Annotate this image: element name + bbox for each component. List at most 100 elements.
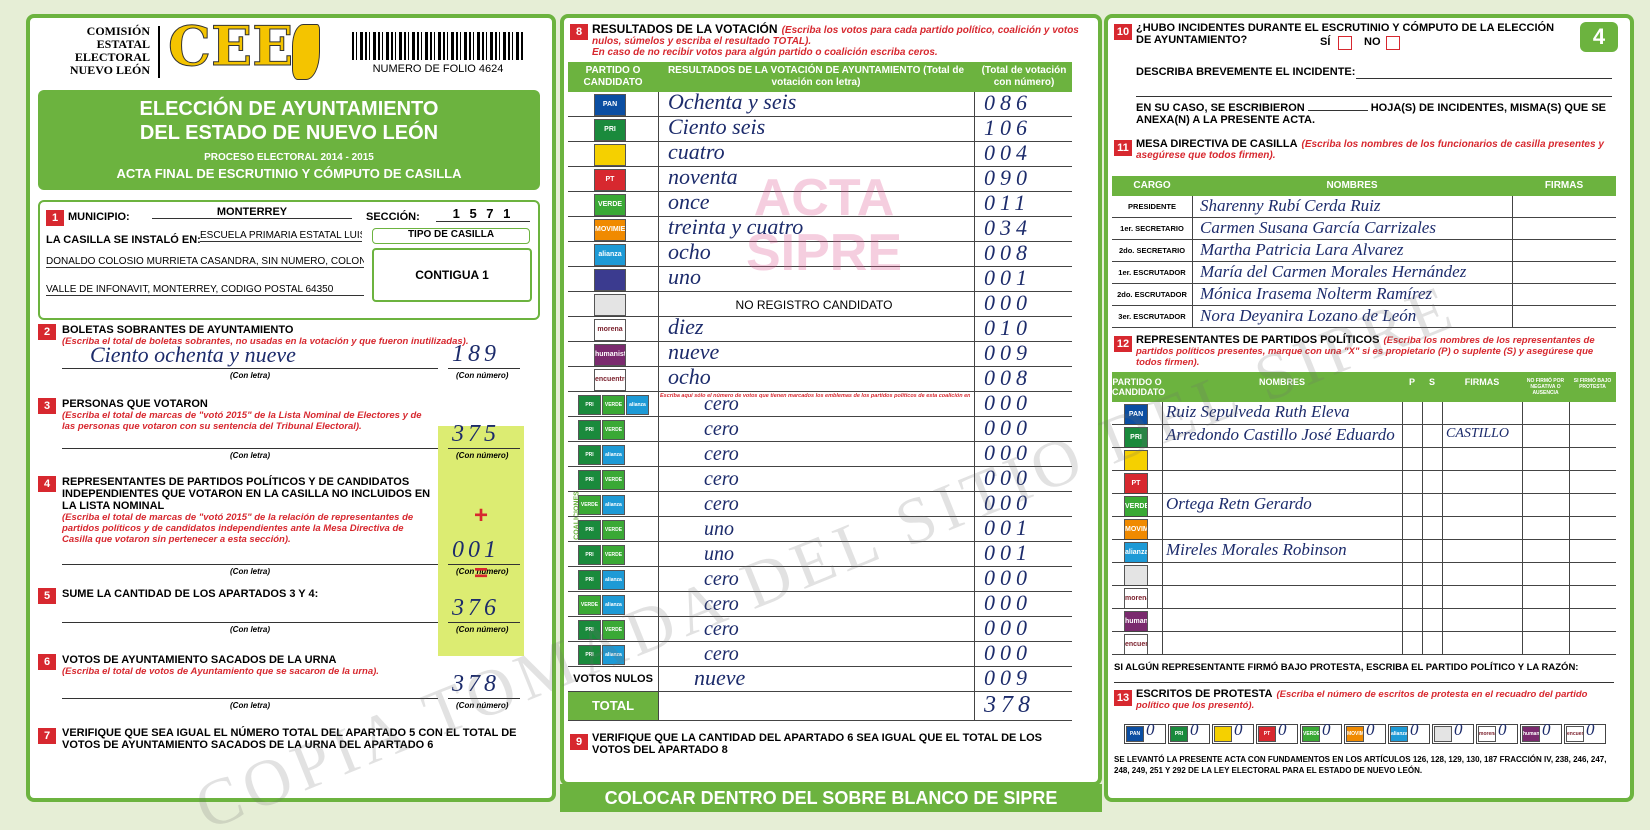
annex-text: EN SU CASO, SE ESCRIBIERON bbox=[1136, 102, 1305, 114]
column-header: NOMBRES bbox=[1326, 180, 1378, 191]
party-logo: alianza bbox=[1390, 726, 1408, 742]
party-logo: encuentro bbox=[1124, 634, 1148, 655]
column-header: PARTIDO O CANDIDATO bbox=[583, 65, 643, 88]
party-logo: PRI bbox=[578, 545, 601, 565]
handwritten-name: Nora Deyanira Lozano de León bbox=[1200, 306, 1417, 325]
field-caption: (Con letra) bbox=[230, 625, 270, 634]
row-line bbox=[568, 691, 1072, 692]
blank-line bbox=[1307, 110, 1368, 111]
seccion-value: 1 5 7 1 bbox=[436, 206, 530, 222]
row-line bbox=[568, 116, 1072, 117]
state-shape bbox=[292, 24, 320, 80]
column-header: FIRMAS bbox=[1464, 377, 1500, 387]
party-logo: VERDE bbox=[602, 395, 625, 415]
stamp-watermark: ACTA bbox=[753, 169, 895, 227]
section-instruction: (Escriba el total de marcas de "votó 201… bbox=[62, 512, 414, 545]
field-label: SECCIÓN: bbox=[366, 211, 420, 223]
handwritten-number: 086 bbox=[984, 90, 1032, 115]
legal-text: SE LEVANTÓ LA PRESENTE ACTA CON FUNDAMEN… bbox=[1114, 755, 1607, 775]
section-text: EN SU CASO, SE ESCRIBIERON HOJA(S) DE INC… bbox=[1136, 102, 1612, 126]
handwritten-number: 000 bbox=[984, 290, 1032, 315]
section-number: 12 bbox=[1114, 336, 1132, 352]
section-number: 6 bbox=[38, 654, 56, 670]
handwritten-count: 0 bbox=[1366, 720, 1375, 739]
table-header: PARTIDO O CANDIDATO NOMBRES P S FIRMAS NO FIR… bbox=[1112, 372, 1616, 402]
letter-line bbox=[62, 564, 438, 565]
section-heading: REPRESENTANTES DE PARTIDOS POLÍTICOS bbox=[1136, 334, 1380, 346]
field-label: MUNICIPIO: bbox=[68, 211, 130, 223]
party-logo: PAN bbox=[1124, 404, 1148, 425]
stamp-watermark: SIPRE bbox=[745, 224, 903, 282]
row-line bbox=[1112, 608, 1616, 609]
number-box bbox=[448, 674, 520, 699]
right-panel: 4 10 ¿HUBO INCIDENTES DURANTE EL ESCRUTINI… bbox=[1104, 14, 1634, 802]
party-logo: MOVIMIENTO CIUDADANO bbox=[1346, 726, 1364, 742]
party-logo: VERDE bbox=[1302, 726, 1320, 742]
handwritten-name: María del Carmen Morales Hernández bbox=[1200, 262, 1467, 281]
field-caption: (Con número) bbox=[456, 567, 509, 576]
party-logo: VERDE bbox=[602, 545, 625, 565]
section-heading: PERSONAS QUE VOTARON bbox=[62, 398, 208, 410]
party-logo: PT bbox=[1258, 726, 1276, 742]
protest-note: SI ALGÚN REPRESENTANTE FIRMÓ BAJO PROTES… bbox=[1114, 662, 1579, 673]
table-header: PARTIDO O CANDIDATO RESULTADOS DE LA VOTA… bbox=[568, 62, 1072, 92]
section-text: REPRESENTANTES DE PARTIDOS POLÍTICOS (Esc… bbox=[1136, 334, 1616, 368]
row-line bbox=[568, 566, 1072, 567]
handwritten-number: 000 bbox=[984, 440, 1032, 465]
row-line bbox=[1112, 539, 1616, 540]
write-line bbox=[1356, 78, 1612, 79]
cargo-label: 2do. ESCRUTADOR bbox=[1117, 290, 1187, 299]
handwritten-count: 0 bbox=[1586, 720, 1595, 739]
column-header: P bbox=[1408, 377, 1415, 387]
acta-subtitle: ACTA FINAL DE ESCRUTINIO Y CÓMPUTO DE CA… bbox=[116, 166, 462, 181]
party-logo: alianza bbox=[626, 395, 649, 415]
column-header: NO FIRMÓ POR NEGATIVA O AUSENCIA bbox=[1526, 378, 1565, 396]
handwritten-letter: cero bbox=[704, 418, 739, 440]
handwritten-number: 001 bbox=[984, 540, 1032, 565]
party-logo: encuentro bbox=[594, 369, 626, 391]
handwritten-count: 0 bbox=[1234, 720, 1243, 739]
section-heading: BOLETAS SOBRANTES DE AYUNTAMIENTO bbox=[62, 324, 294, 336]
section-instruction: (Escriba los votos para cada partido pol… bbox=[592, 25, 1079, 47]
handwritten-number: 376 bbox=[452, 595, 500, 621]
handwritten-number: 375 bbox=[452, 421, 500, 447]
party-logo: VERDE bbox=[602, 620, 625, 640]
row-line bbox=[568, 166, 1072, 167]
field-caption: (Con número) bbox=[456, 625, 509, 634]
row-line bbox=[1112, 283, 1616, 284]
handwritten-number: 378 bbox=[984, 692, 1035, 718]
party-logo: PAN bbox=[1126, 726, 1144, 742]
row-line bbox=[568, 441, 1072, 442]
section-heading: ESCRITOS DE PROTESTA bbox=[1136, 688, 1273, 700]
handwritten-letter: uno bbox=[704, 518, 734, 540]
party-logo: humanista bbox=[1522, 726, 1540, 742]
section-number: 2 bbox=[38, 324, 56, 340]
handwritten-letter: noventa bbox=[668, 164, 738, 189]
cargo-label: 1er. SECRETARIO bbox=[1120, 224, 1184, 233]
section-note: En caso de no recibir votos para algún p… bbox=[592, 47, 938, 58]
handwritten-number: 034 bbox=[984, 215, 1032, 240]
folio-number: NUMERO DE FOLIO 4624 bbox=[372, 63, 504, 75]
column-line bbox=[1402, 402, 1403, 655]
section-heading: VOTOS DE AYUNTAMIENTO SACADOS DE LA URNA bbox=[62, 654, 337, 666]
row-note: NO REGISTRO CANDIDATO bbox=[735, 298, 893, 312]
section-instruction: (Escriba los nombres de los representant… bbox=[1136, 335, 1595, 368]
table-header: CARGO NOMBRES FIRMAS bbox=[1112, 176, 1616, 196]
section-heading: REPRESENTANTES DE PARTIDOS POLÍTICOS Y D… bbox=[62, 476, 431, 512]
protest-box bbox=[1256, 724, 1298, 744]
party-logo: PRI bbox=[1124, 427, 1148, 448]
row-line bbox=[568, 466, 1072, 467]
handwritten-letter: Ochenta y seis bbox=[668, 89, 797, 114]
handwritten-count: 0 bbox=[1322, 720, 1331, 739]
protest-box bbox=[1476, 724, 1518, 744]
handwritten-letter: ocho bbox=[668, 364, 711, 389]
party-logo: VERDE bbox=[578, 495, 601, 515]
municipio-value: MONTERREY bbox=[152, 206, 352, 219]
handwritten-letter: cero bbox=[704, 593, 739, 615]
handwritten-name: Arredondo Castillo José Eduardo bbox=[1166, 425, 1395, 444]
party-logo: PRI bbox=[578, 520, 601, 540]
handwritten-number: 001 bbox=[984, 515, 1032, 540]
cargo-label: 3er. ESCRUTADOR bbox=[1118, 312, 1186, 321]
row-line bbox=[568, 216, 1072, 217]
handwritten-number: 011 bbox=[984, 190, 1031, 215]
